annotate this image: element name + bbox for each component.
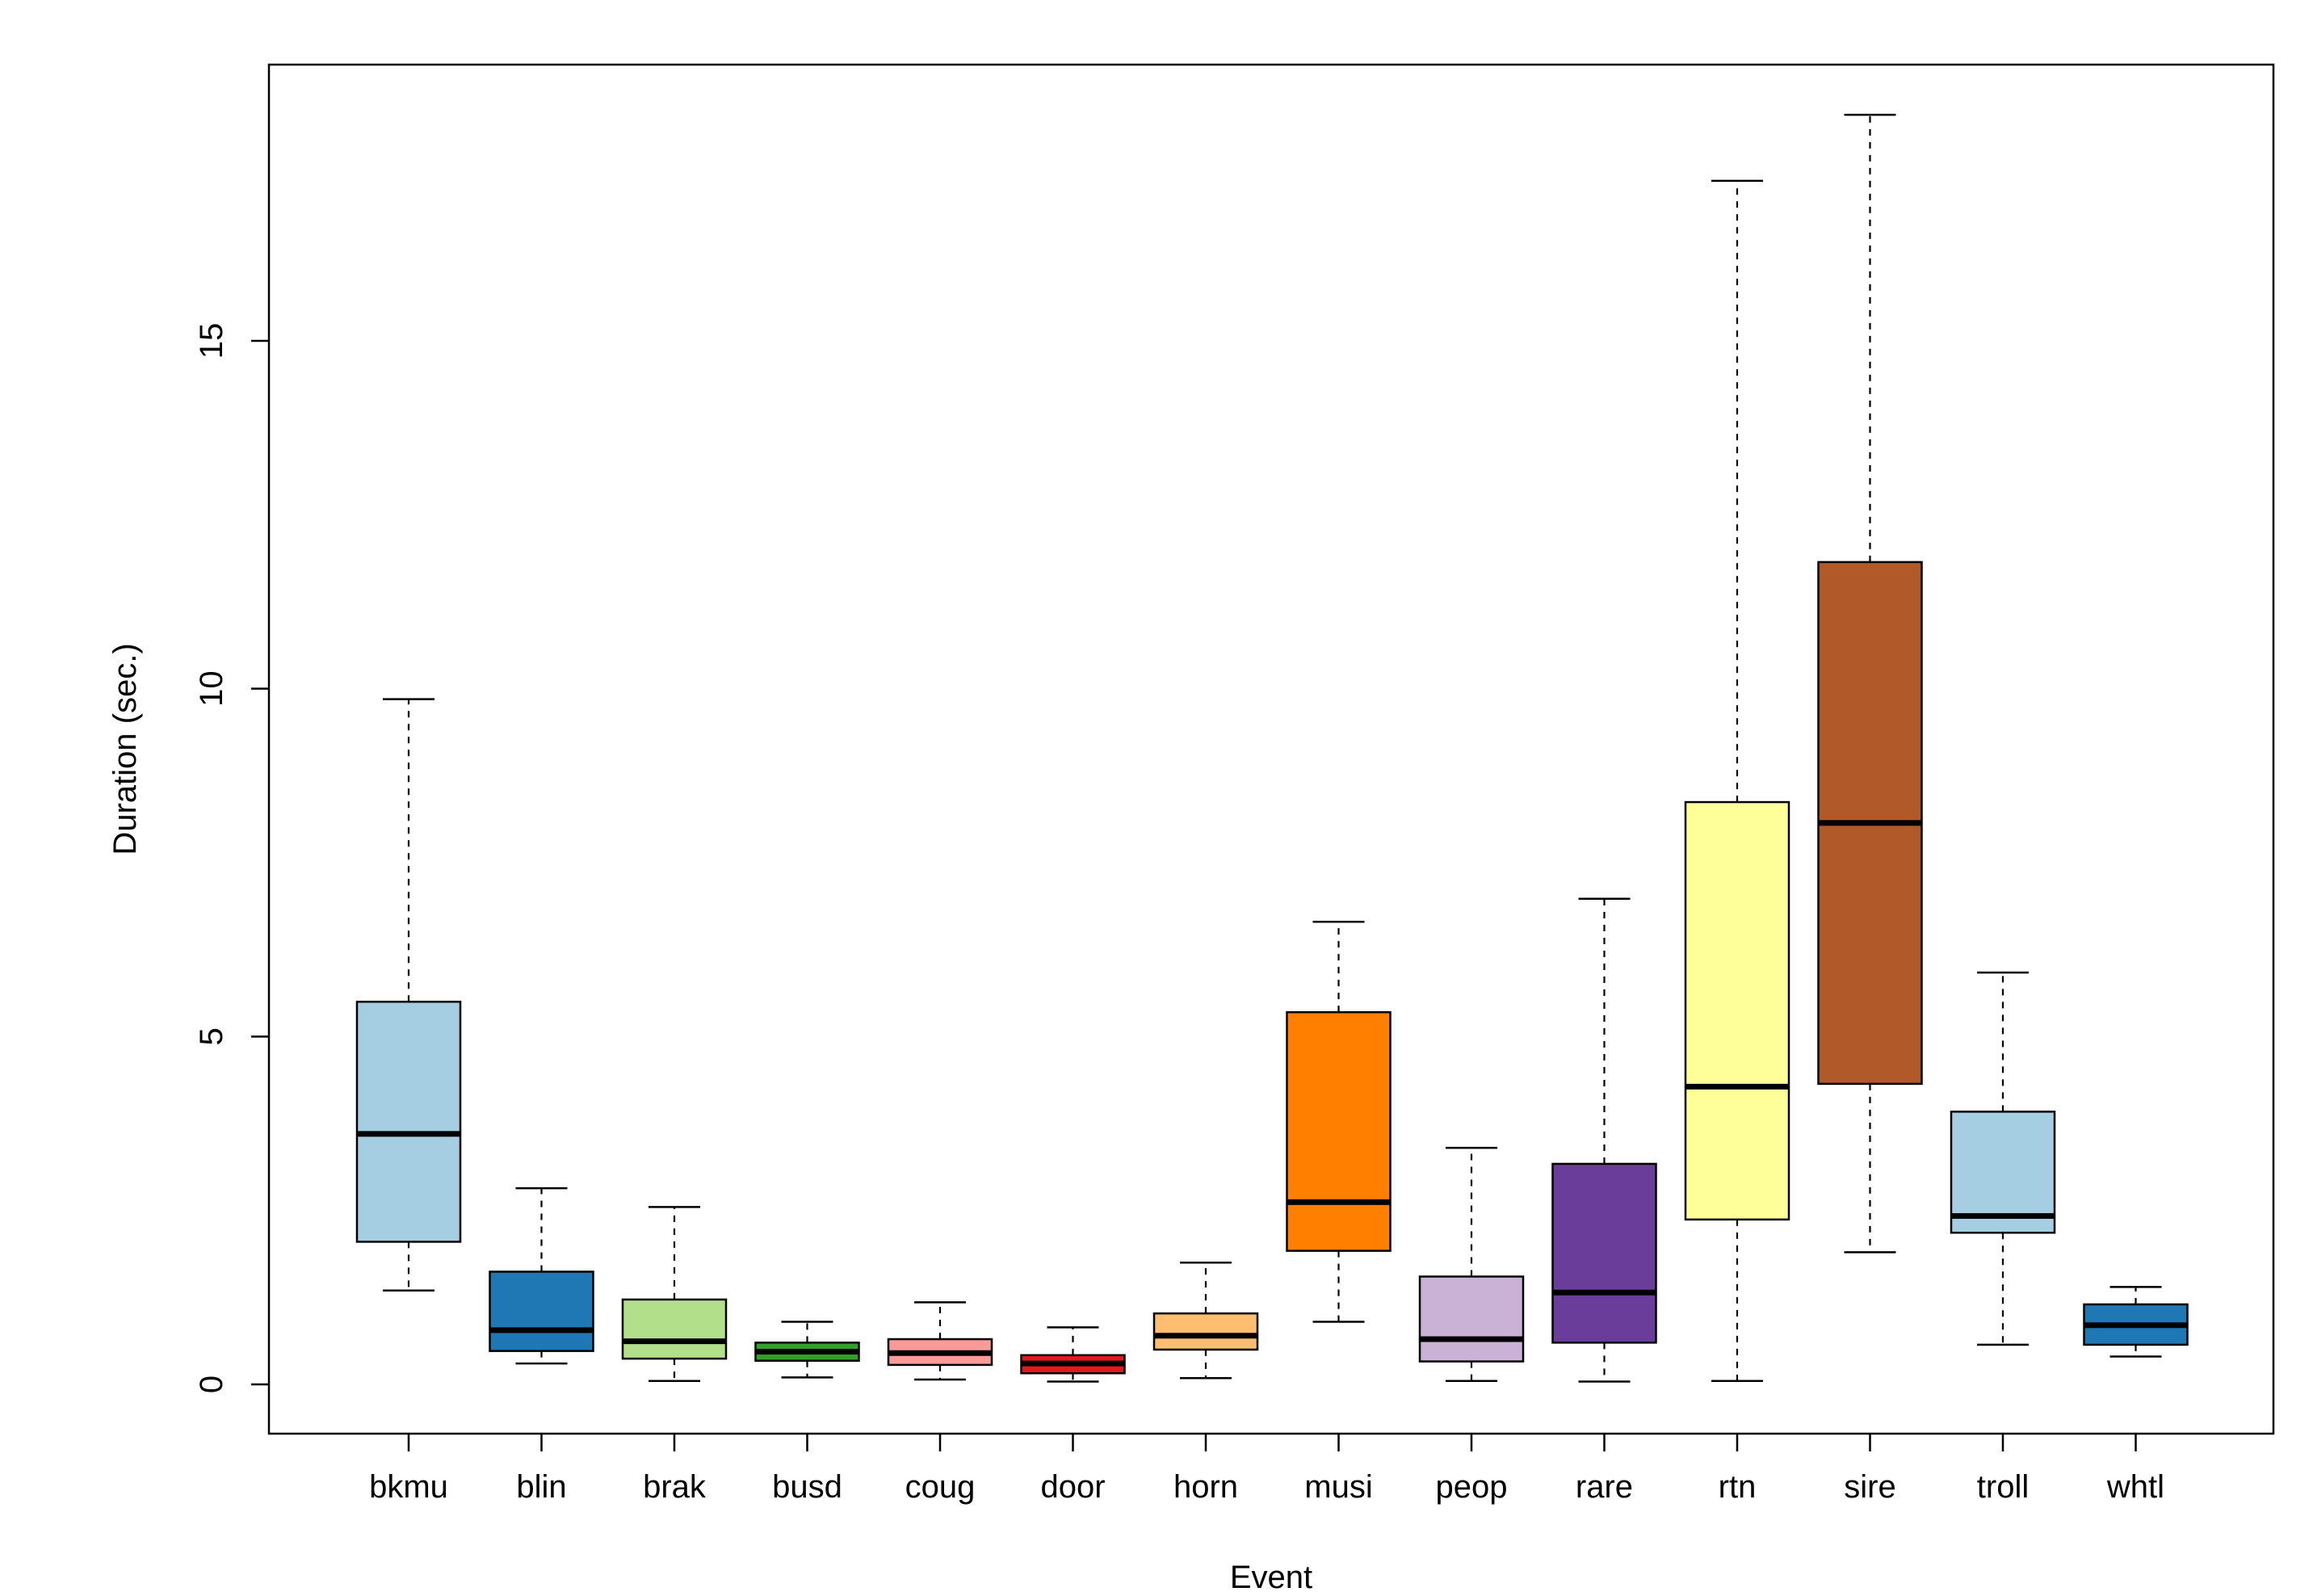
- box-bkmu: [355, 1001, 462, 1243]
- x-tick-label: whtl: [2106, 1469, 2164, 1505]
- y-tick-label: 10: [194, 670, 229, 707]
- y-tick-label: 15: [194, 323, 229, 359]
- x-tick-label: rtn: [1719, 1469, 1757, 1505]
- plot-area: 0 5 10 15 bkmu blin brak busd coug door horn musi pe…: [194, 63, 2275, 1505]
- x-tick-label: musi: [1304, 1469, 1372, 1505]
- x-tick-label: horn: [1173, 1469, 1238, 1505]
- box-horn: [1152, 1312, 1259, 1351]
- box-brak: [621, 1298, 728, 1360]
- x-tick-label: sire: [1844, 1469, 1895, 1505]
- box-musi: [1286, 1010, 1392, 1252]
- x-tick-label: coug: [905, 1469, 976, 1505]
- x-tick-label: bkmu: [369, 1469, 448, 1505]
- x-tick-label: peop: [1436, 1469, 1508, 1505]
- x-tick-label: door: [1040, 1469, 1105, 1505]
- x-tick-label: brak: [643, 1469, 707, 1505]
- box-rare: [1551, 1162, 1657, 1344]
- x-tick-label: troll: [1977, 1469, 2029, 1505]
- x-axis-label: Event: [1230, 1560, 1312, 1595]
- x-tick-label: rare: [1576, 1469, 1633, 1505]
- box-peop: [1418, 1275, 1525, 1363]
- y-tick-label: 0: [194, 1376, 229, 1393]
- x-tick-label: busd: [772, 1469, 842, 1505]
- x-tick-label: blin: [516, 1469, 566, 1505]
- y-tick-label: 5: [194, 1027, 229, 1045]
- y-axis-label: Duration (sec.): [107, 643, 143, 855]
- box-blin: [489, 1270, 594, 1352]
- box-rtn: [1684, 800, 1790, 1221]
- plot-frame: [267, 63, 2275, 1435]
- box-troll: [1950, 1111, 2056, 1234]
